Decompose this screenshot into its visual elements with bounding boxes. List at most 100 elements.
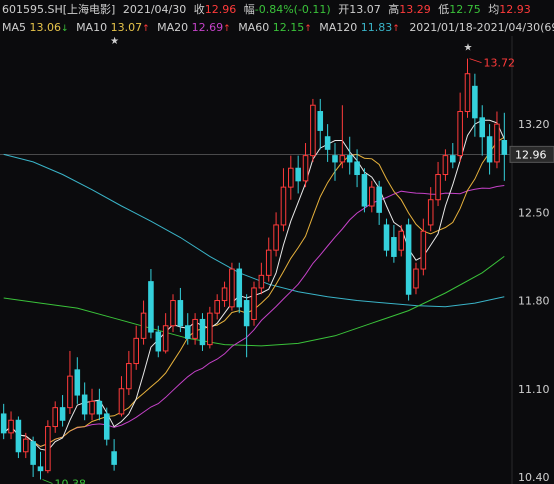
- candle: [427, 187, 434, 232]
- candle-body: [162, 325, 169, 352]
- quote-date: 2021/04/30: [122, 3, 187, 16]
- candle-body: [346, 155, 353, 163]
- candle: [479, 105, 486, 156]
- candle-body: [111, 451, 117, 465]
- min-pointer: [42, 479, 53, 484]
- candle: [170, 294, 176, 333]
- candle: [420, 218, 427, 276]
- candle: [494, 111, 500, 169]
- quote-header: 601595.SH[上海电影] 2021/04/30 收12.96 幅-0.84…: [2, 1, 554, 18]
- candle-body: [361, 174, 368, 207]
- candle-body: [236, 268, 243, 308]
- candle: [229, 262, 235, 311]
- candle: [74, 357, 81, 404]
- candle: [184, 313, 191, 345]
- candle: [155, 325, 162, 358]
- candle-body: [288, 167, 294, 188]
- candle-body: [15, 419, 22, 453]
- candle: [177, 287, 184, 333]
- candle-body: [74, 369, 81, 396]
- y-tick-label: 11.10: [518, 383, 550, 396]
- candle: [346, 136, 353, 175]
- candle: [140, 300, 147, 345]
- candle-body: [199, 318, 206, 346]
- candle: [280, 168, 287, 232]
- candle: [310, 98, 316, 162]
- change-label: 幅: [243, 3, 255, 16]
- candle-body: [81, 394, 88, 415]
- candle: [37, 451, 44, 480]
- candle: [413, 262, 419, 295]
- candle-body: [251, 287, 257, 320]
- candle-body: [214, 300, 220, 314]
- candle-body: [464, 73, 471, 113]
- candle-body: [37, 466, 44, 472]
- candle: [369, 180, 375, 213]
- candle-body: [420, 230, 427, 270]
- candle: [8, 411, 14, 440]
- candle-body: [383, 224, 390, 251]
- ma60-legend: MA60 12.15↑: [238, 21, 312, 34]
- candle: [96, 388, 103, 421]
- max-price-label: 13.72: [484, 57, 515, 70]
- ma10-legend: MA10 13.07↑: [76, 21, 150, 34]
- candle-body: [376, 186, 382, 213]
- candle-body: [302, 155, 309, 182]
- candle-body: [243, 300, 250, 327]
- close-label: 收: [193, 3, 205, 16]
- candle: [457, 92, 463, 162]
- ma120-line: [3, 153, 505, 308]
- candle-body: [457, 111, 463, 157]
- candle: [207, 306, 213, 349]
- low-value: 12.75: [449, 3, 481, 16]
- candle: [295, 155, 301, 194]
- candlestick-chart[interactable]: 13.20 12.50 11.80 11.10 10.40 12.96 13.72 ★ 10.3…: [0, 36, 554, 484]
- candle-body: [273, 224, 279, 251]
- candle-body: [317, 111, 324, 131]
- ma60-line: [3, 255, 505, 347]
- candle-body: [59, 407, 66, 421]
- candle: [103, 407, 110, 446]
- candle-body: [140, 312, 147, 339]
- candle-body: [450, 155, 456, 163]
- candle-body: [494, 123, 500, 163]
- candle: [383, 218, 390, 257]
- candle: [118, 376, 125, 417]
- ma20-legend: MA20 12.69↑: [157, 21, 231, 34]
- candle-body: [103, 413, 110, 440]
- candle: [22, 432, 29, 459]
- candle: [450, 143, 456, 169]
- low-label: 低: [438, 3, 450, 16]
- candle: [251, 281, 257, 326]
- min-price-label: 10.38: [54, 477, 86, 484]
- candle-body: [398, 230, 405, 251]
- candle: [486, 124, 493, 175]
- event-star-icon: ★: [110, 36, 119, 47]
- candle-body: [207, 312, 213, 346]
- candle: [398, 224, 405, 257]
- candle: [376, 180, 382, 225]
- candle-body: [133, 337, 139, 365]
- candle: [243, 294, 250, 358]
- candle-body: [405, 224, 412, 295]
- candle: [464, 58, 471, 118]
- candle-body: [8, 419, 14, 434]
- candle: [236, 262, 243, 314]
- candle-body: [170, 300, 176, 327]
- candle: [258, 262, 265, 295]
- candle: [332, 143, 338, 181]
- candle: [162, 313, 169, 354]
- candle-body: [479, 117, 486, 138]
- candle: [354, 149, 360, 188]
- candle-body: [486, 136, 493, 163]
- ma-legend: MA5 13.06↓ MA10 13.07↑ MA20 12.69↑ MA60 …: [2, 19, 554, 36]
- candle-body: [442, 155, 449, 176]
- change-value: -0.84%(-0.11): [254, 3, 331, 16]
- candle-body: [118, 388, 125, 415]
- candle: [199, 313, 206, 351]
- candle: [317, 98, 324, 150]
- candle: [501, 112, 508, 181]
- candle: [0, 403, 7, 440]
- candle-body: [45, 426, 51, 472]
- date-range: 2021/01/18-2021/04/30(69日): [409, 21, 554, 34]
